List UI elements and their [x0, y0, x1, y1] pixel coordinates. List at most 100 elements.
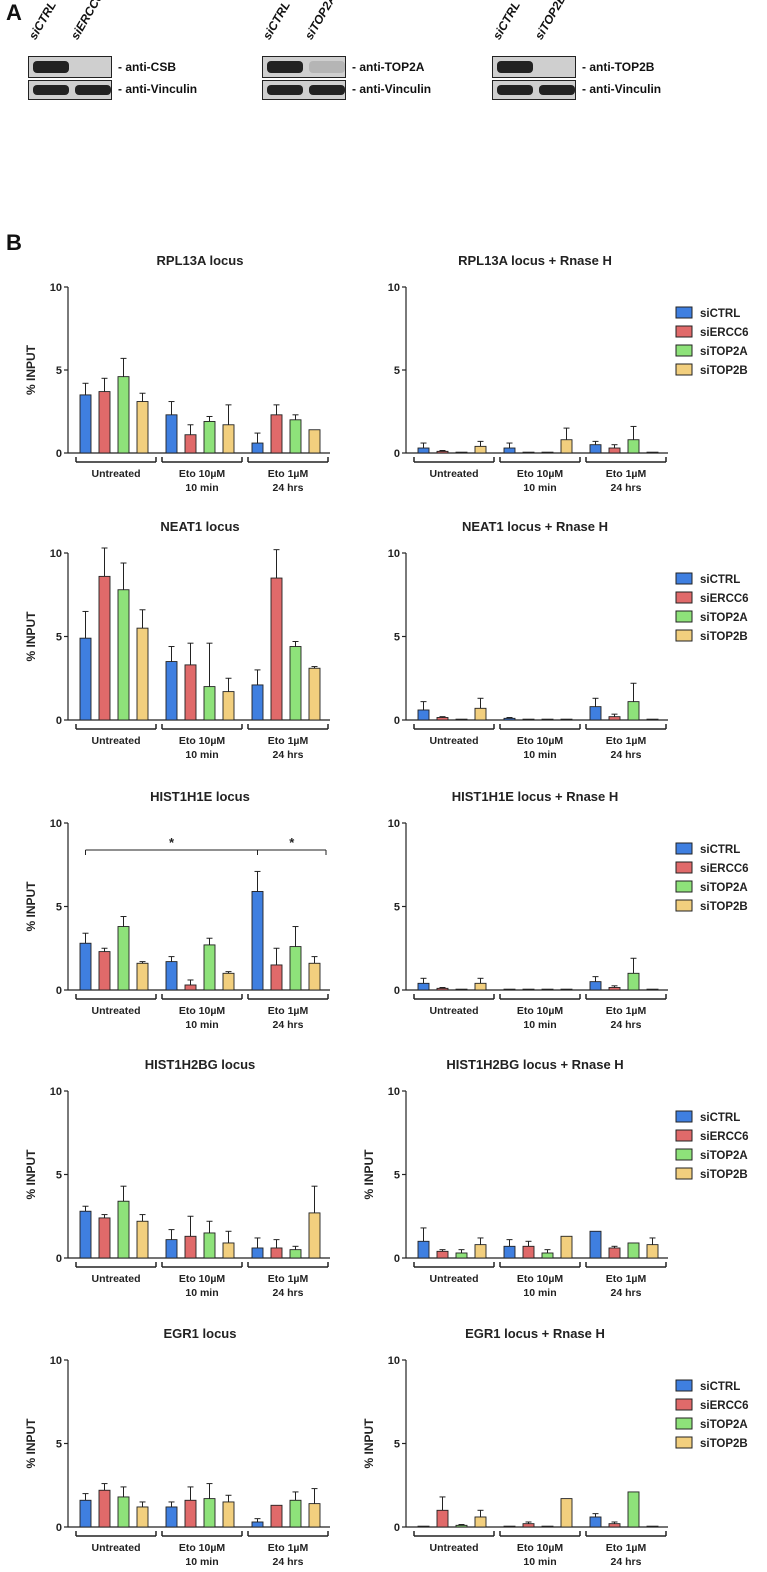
bar — [184, 1499, 197, 1528]
blot-band — [539, 85, 575, 95]
group-label: Eto 1µM — [268, 735, 309, 747]
group-label: Untreated — [91, 1542, 140, 1554]
group-label: 24 hrs — [611, 1287, 642, 1299]
loading-blot-strip — [492, 80, 576, 100]
bar — [98, 391, 111, 454]
bar — [541, 1525, 554, 1528]
y-tick-label: 10 — [388, 818, 400, 830]
bar — [646, 1525, 659, 1528]
bar — [474, 445, 487, 454]
chart-title: HIST1H1E locus + Rnase H — [452, 789, 619, 804]
group-label: Eto 1µM — [268, 1542, 309, 1554]
bar — [165, 414, 178, 454]
blot-lane-label: siCTRL — [259, 0, 293, 42]
bar — [289, 419, 302, 454]
bar — [436, 1250, 449, 1259]
legend-label: siCTRL — [700, 308, 740, 320]
y-tick-label: 0 — [56, 1253, 62, 1265]
y-tick-label: 0 — [394, 1522, 400, 1534]
bar — [608, 1523, 621, 1528]
group-label: Untreated — [429, 468, 478, 480]
y-tick-label: 5 — [394, 902, 400, 914]
group-label: 24 hrs — [273, 749, 304, 761]
bar — [608, 987, 621, 991]
bar — [270, 414, 283, 454]
y-tick-label: 5 — [56, 1170, 62, 1182]
y-axis-label: % INPUT — [24, 344, 38, 395]
bar — [117, 1496, 130, 1528]
legend-label: siERCC6 — [700, 1131, 749, 1143]
legend-swatch — [675, 1436, 693, 1449]
group-label: 10 min — [523, 1556, 556, 1568]
bar — [79, 942, 92, 991]
bar — [627, 439, 640, 454]
y-tick-label: 10 — [388, 1355, 400, 1367]
group-label: 10 min — [523, 1287, 556, 1299]
group-label: 24 hrs — [273, 1287, 304, 1299]
bar — [522, 988, 535, 991]
bar — [436, 717, 449, 721]
chart-7: HIST1H2BG locus 0 5 10 % INPUT Untreated Eto 1… — [24, 1057, 330, 1299]
y-tick-label: 5 — [394, 1439, 400, 1451]
blot-lane-label: siTOP2B — [531, 0, 569, 42]
bar — [455, 451, 468, 454]
bar — [589, 1516, 602, 1528]
group-label: Eto 10µM — [179, 1542, 226, 1554]
blot-target-label: - anti-TOP2B — [582, 60, 655, 74]
chart-3: NEAT1 locus 0 5 10 % INPUT Untreated Eto 10µM 1… — [24, 519, 330, 761]
chart-6: HIST1H1E locus + Rnase H 0 5 10 Untreated Eto… — [388, 789, 749, 1031]
legend-label: siERCC6 — [700, 1400, 749, 1412]
blot-band — [75, 85, 111, 95]
bar — [136, 401, 149, 454]
bar — [184, 434, 197, 454]
y-tick-label: 5 — [394, 365, 400, 377]
chart-4: NEAT1 locus + Rnase H 0 5 10 Untreated Eto 10… — [388, 519, 749, 761]
bar — [308, 429, 321, 454]
y-tick-label: 0 — [394, 715, 400, 727]
bar — [589, 706, 602, 721]
y-tick-label: 0 — [56, 1522, 62, 1534]
blot-lane-label: siCTRL — [25, 0, 59, 42]
bar — [222, 691, 235, 721]
y-tick-label: 5 — [56, 632, 62, 644]
bar — [270, 577, 283, 721]
chart-9: EGR1 locus 0 5 10 % INPUT Untreated Eto 10µM 10… — [24, 1326, 330, 1568]
legend-label: siCTRL — [700, 1112, 740, 1124]
legend-label: siTOP2A — [700, 1419, 748, 1431]
group-label: 10 min — [523, 482, 556, 494]
blot-band — [309, 61, 345, 73]
bar — [474, 1244, 487, 1259]
bar — [541, 988, 554, 991]
bar — [203, 944, 216, 991]
bar — [608, 716, 621, 721]
y-tick-label: 5 — [56, 1439, 62, 1451]
group-label: 24 hrs — [611, 1019, 642, 1031]
bar — [117, 376, 130, 454]
blot-band — [33, 61, 69, 73]
group-label: Eto 10µM — [179, 735, 226, 747]
chart-title: HIST1H2BG locus — [145, 1057, 256, 1072]
bar — [165, 961, 178, 991]
bar — [417, 1240, 430, 1259]
group-label: Eto 1µM — [606, 735, 647, 747]
legend-label: siTOP2B — [700, 631, 748, 643]
blot-lane-label: siTOP2A — [301, 0, 339, 42]
bar — [455, 988, 468, 991]
bar — [289, 1249, 302, 1259]
bar — [522, 718, 535, 721]
y-tick-label: 5 — [56, 902, 62, 914]
y-tick-label: 5 — [56, 365, 62, 377]
legend-swatch — [675, 363, 693, 376]
chart-title: RPL13A locus — [157, 253, 244, 268]
bar — [98, 575, 111, 721]
significance-label: * — [289, 835, 295, 850]
chart-title: NEAT1 locus — [160, 519, 239, 534]
blot-band — [267, 61, 303, 73]
y-tick-label: 10 — [388, 1086, 400, 1098]
bar — [436, 1509, 449, 1528]
group-label: Eto 10µM — [517, 735, 564, 747]
bar — [98, 951, 111, 991]
legend-swatch — [675, 1379, 693, 1392]
chart-title: NEAT1 locus + Rnase H — [462, 519, 608, 534]
